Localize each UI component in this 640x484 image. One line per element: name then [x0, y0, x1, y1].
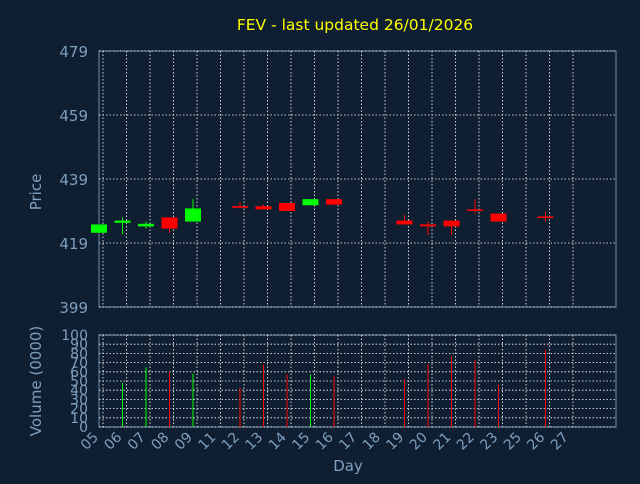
volume-tick-label: 30 — [70, 392, 88, 408]
volume-tick-label: 20 — [70, 402, 88, 418]
x-tick-label: 09 — [172, 430, 196, 454]
price-axis-label: Price — [27, 174, 45, 211]
volume-tick-label: 10 — [70, 411, 88, 427]
volume-tick-label: 50 — [70, 374, 88, 390]
candle-body — [490, 213, 507, 222]
x-tick-label: 27 — [548, 430, 572, 454]
volume-tick-label: 100 — [61, 328, 88, 344]
x-tick-label: 15 — [289, 430, 313, 454]
volume-tick-label: 60 — [70, 365, 88, 381]
volume-tick-label: 40 — [70, 383, 88, 399]
candle-body — [138, 223, 154, 227]
candle-body — [396, 220, 413, 225]
x-tick-label: 19 — [383, 430, 407, 454]
x-tick-label: 26 — [524, 429, 548, 453]
x-tick-label: 07 — [125, 430, 149, 454]
candle-body — [114, 220, 131, 223]
candle-body — [302, 199, 319, 206]
x-tick-label: 16 — [313, 429, 337, 453]
price-tick-label: 419 — [59, 235, 88, 253]
volume-tick-label: 0 — [79, 420, 88, 436]
candle-body — [537, 216, 554, 219]
x-tick-label: 17 — [336, 430, 360, 454]
x-tick-label: 11 — [195, 430, 219, 454]
candle-body — [232, 206, 248, 208]
candle-body — [326, 199, 342, 205]
candle-body — [420, 224, 436, 227]
x-tick-label: 12 — [219, 430, 243, 454]
candle-body — [279, 203, 295, 211]
x-axis-ticks: 05 06 07 08 09 11 12 13 14 15 16 17 18 19 20 21 22 23 25 26… — [78, 429, 572, 453]
x-tick-label: 25 — [501, 430, 525, 454]
x-tick-label: 06 — [101, 429, 125, 453]
x-tick-label: 08 — [148, 430, 172, 454]
volume-tick-label: 80 — [70, 346, 88, 362]
volume-tick-label: 90 — [70, 337, 88, 353]
candle-body — [91, 224, 107, 233]
x-tick-label: 18 — [360, 430, 384, 454]
price-panel: 479 459 439 419 399 — [59, 43, 617, 317]
candle-body — [161, 217, 178, 229]
volume-tick-label: 70 — [70, 356, 88, 372]
price-tick-label: 459 — [59, 107, 88, 125]
price-tick-label: 439 — [59, 171, 88, 189]
candle-body — [467, 209, 483, 211]
x-tick-label: 13 — [242, 430, 266, 454]
price-tick-label: 479 — [59, 43, 88, 61]
candle-body — [255, 206, 272, 210]
x-tick-label: 22 — [454, 430, 478, 454]
x-tick-label: 21 — [430, 430, 454, 454]
candle-body — [185, 208, 201, 222]
volume-axis-label: Volume (0000) — [27, 326, 45, 436]
x-tick-label: 14 — [266, 429, 290, 453]
x-tick-label: 20 — [407, 430, 431, 454]
price-tick-label: 399 — [59, 299, 88, 317]
chart-title: FEV - last updated 26/01/2026 — [237, 16, 473, 34]
x-axis-label: Day — [333, 457, 363, 475]
x-tick-label: 23 — [477, 430, 501, 454]
candle-body — [443, 220, 460, 227]
